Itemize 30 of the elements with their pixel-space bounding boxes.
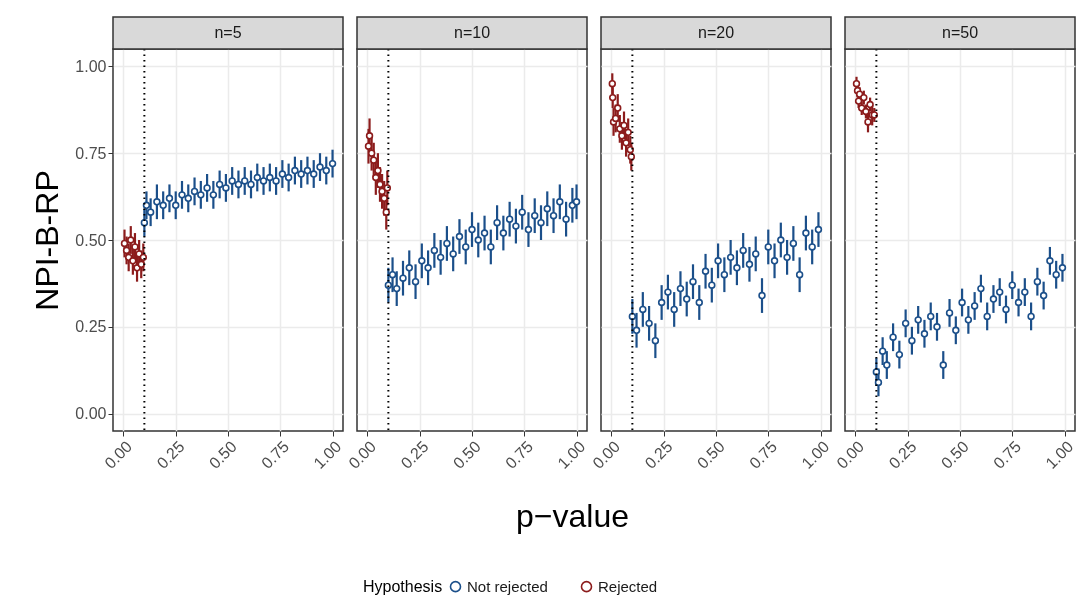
y-tick-label: 1.00 bbox=[75, 57, 107, 75]
y-tick-label: 0.00 bbox=[75, 405, 107, 423]
chart-title: n=5 bbox=[214, 24, 242, 41]
x-tick-label: 0.50 bbox=[449, 437, 484, 472]
x-tick-label: 0.00 bbox=[833, 437, 868, 472]
x-tick-label: 0.25 bbox=[641, 437, 676, 472]
chart-title: n=10 bbox=[453, 24, 491, 41]
legend-title: Hypothesis bbox=[363, 578, 443, 595]
x-tick-label: 0.00 bbox=[589, 437, 624, 472]
chart-title: n=50 bbox=[941, 24, 979, 41]
x-tick-label: 0.75 bbox=[258, 437, 293, 472]
x-tick-label: 0.00 bbox=[101, 437, 136, 472]
y-axis-title: NPI-B-RP bbox=[29, 170, 66, 311]
chart-title: n=20 bbox=[697, 24, 735, 41]
x-tick-label: 0.75 bbox=[502, 437, 537, 472]
x-tick-label: 0.75 bbox=[746, 437, 781, 472]
x-tick-label: 0.75 bbox=[990, 437, 1025, 472]
legend-label: Rejected bbox=[598, 577, 658, 595]
x-tick-label: 0.25 bbox=[153, 437, 188, 472]
x-tick-label: 0.50 bbox=[205, 437, 240, 472]
y-tick-label: 0.50 bbox=[75, 231, 107, 249]
x-tick-label: 0.50 bbox=[693, 437, 728, 472]
x-axis-title: p−value bbox=[516, 497, 629, 534]
x-tick-label: 0.25 bbox=[397, 437, 432, 472]
y-tick-label: 0.25 bbox=[75, 318, 107, 336]
x-tick-label: 0.50 bbox=[937, 437, 972, 472]
y-tick-label: 0.75 bbox=[75, 144, 107, 162]
x-tick-label: 0.25 bbox=[885, 437, 920, 472]
x-tick-label: 0.00 bbox=[345, 437, 380, 472]
legend-label: Not rejected bbox=[467, 577, 548, 595]
